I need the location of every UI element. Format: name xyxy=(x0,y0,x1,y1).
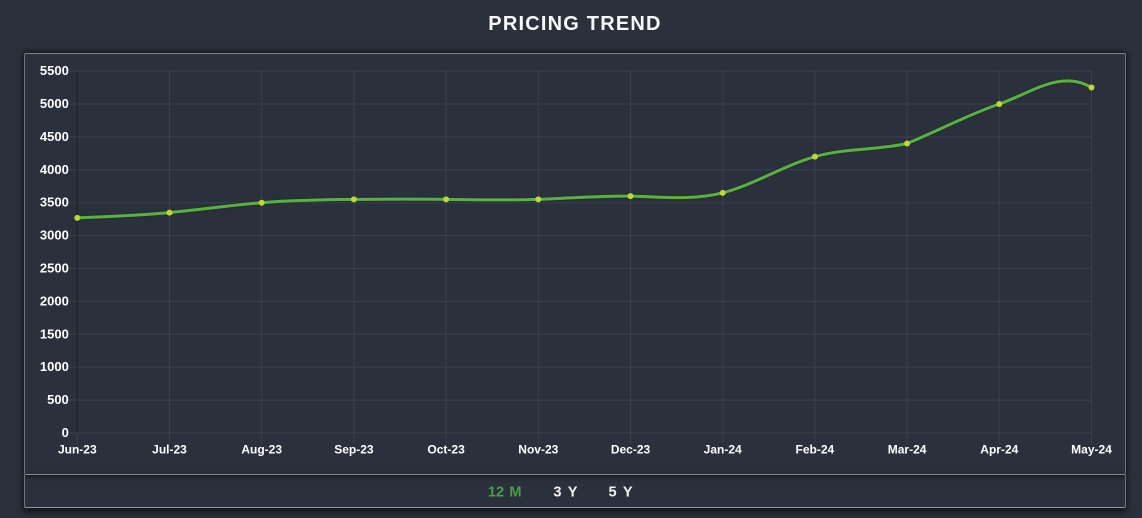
svg-text:3000: 3000 xyxy=(40,228,69,243)
svg-text:3500: 3500 xyxy=(40,195,69,210)
svg-text:Jan-24: Jan-24 xyxy=(704,442,742,456)
svg-text:3: 3 xyxy=(553,485,561,501)
svg-text:500: 500 xyxy=(47,392,69,407)
svg-text:5000: 5000 xyxy=(40,96,69,111)
svg-text:Y: Y xyxy=(568,485,578,501)
svg-text:2500: 2500 xyxy=(40,261,69,276)
svg-text:PRICING TREND: PRICING TREND xyxy=(488,13,661,35)
svg-text:Jun-23: Jun-23 xyxy=(58,442,97,456)
svg-text:0: 0 xyxy=(62,425,69,440)
svg-text:Sep-23: Sep-23 xyxy=(334,442,374,456)
svg-text:Nov-23: Nov-23 xyxy=(518,442,558,456)
svg-text:12: 12 xyxy=(488,485,504,501)
svg-text:Apr-24: Apr-24 xyxy=(980,442,1018,456)
svg-text:Aug-23: Aug-23 xyxy=(241,442,282,456)
svg-text:May-24: May-24 xyxy=(1071,442,1112,456)
svg-text:Dec-23: Dec-23 xyxy=(611,442,651,456)
svg-text:Mar-24: Mar-24 xyxy=(888,442,927,456)
svg-text:5500: 5500 xyxy=(40,63,69,78)
svg-text:2000: 2000 xyxy=(40,293,69,308)
svg-text:Y: Y xyxy=(623,485,633,501)
svg-text:M: M xyxy=(509,485,521,501)
svg-text:1500: 1500 xyxy=(40,326,69,341)
svg-text:Feb-24: Feb-24 xyxy=(796,442,835,456)
svg-text:Oct-23: Oct-23 xyxy=(427,442,465,456)
svg-text:4000: 4000 xyxy=(40,162,69,177)
svg-text:Jul-23: Jul-23 xyxy=(152,442,187,456)
svg-text:1000: 1000 xyxy=(40,359,69,374)
svg-text:5: 5 xyxy=(609,485,617,501)
svg-text:4500: 4500 xyxy=(40,129,69,144)
